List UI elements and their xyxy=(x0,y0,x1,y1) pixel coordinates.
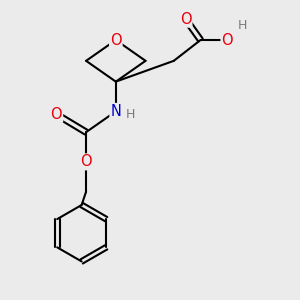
Text: O: O xyxy=(180,12,191,27)
Text: H: H xyxy=(238,19,247,32)
Text: H: H xyxy=(126,108,135,121)
Text: N: N xyxy=(110,104,121,119)
Text: O: O xyxy=(80,154,92,169)
Text: O: O xyxy=(221,32,233,47)
Text: O: O xyxy=(51,107,62,122)
Text: O: O xyxy=(110,32,122,47)
